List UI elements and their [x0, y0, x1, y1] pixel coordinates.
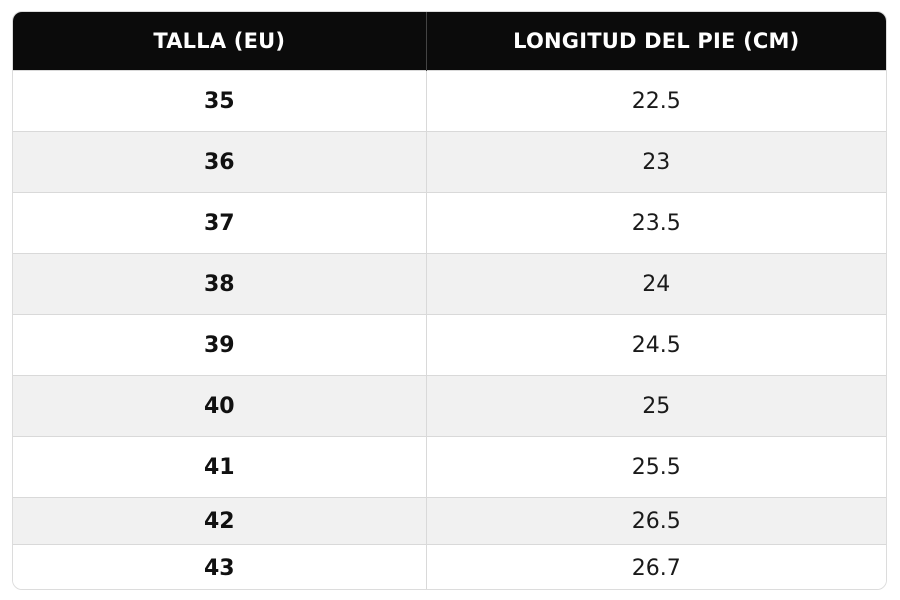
foot-length-cell: 24 — [425, 253, 886, 315]
foot-length-cell: 25.5 — [425, 436, 886, 498]
table-row: 39 24.5 — [13, 314, 886, 376]
table-row: 41 25.5 — [13, 436, 886, 498]
header-row: TALLA (EU) LONGITUD DEL PIE (CM) — [13, 12, 886, 71]
table-row: 36 23 — [13, 131, 886, 193]
table-header: TALLA (EU) LONGITUD DEL PIE (CM) — [13, 12, 886, 71]
size-cell: 38 — [13, 253, 426, 315]
table-body: 35 22.5 36 23 37 23.5 38 24 39 24.5 40 2… — [13, 70, 886, 589]
foot-length-cell: 24.5 — [425, 314, 886, 376]
table-row: 38 24 — [13, 253, 886, 315]
size-cell: 35 — [13, 70, 426, 132]
table-row: 37 23.5 — [13, 192, 886, 254]
size-cell: 36 — [13, 131, 426, 193]
table-row: 35 22.5 — [13, 70, 886, 132]
table-row: 40 25 — [13, 375, 886, 437]
foot-length-cell: 23 — [425, 131, 886, 193]
foot-length-cell: 23.5 — [425, 192, 886, 254]
table-row: 43 26.7 — [13, 544, 886, 589]
header-foot-length-cm: LONGITUD DEL PIE (CM) — [425, 12, 886, 71]
size-cell: 41 — [13, 436, 426, 498]
size-cell: 43 — [13, 544, 426, 589]
header-size-eu: TALLA (EU) — [13, 12, 426, 71]
size-cell: 37 — [13, 192, 426, 254]
size-cell: 40 — [13, 375, 426, 437]
foot-length-cell: 25 — [425, 375, 886, 437]
foot-length-cell: 26.7 — [425, 544, 886, 589]
foot-length-cell: 26.5 — [425, 497, 886, 545]
size-chart-table: TALLA (EU) LONGITUD DEL PIE (CM) 35 22.5… — [13, 12, 886, 589]
foot-length-cell: 22.5 — [425, 70, 886, 132]
table-row: 42 26.5 — [13, 497, 886, 545]
size-cell: 42 — [13, 497, 426, 545]
size-chart-table-container: TALLA (EU) LONGITUD DEL PIE (CM) 35 22.5… — [12, 11, 887, 590]
size-cell: 39 — [13, 314, 426, 376]
